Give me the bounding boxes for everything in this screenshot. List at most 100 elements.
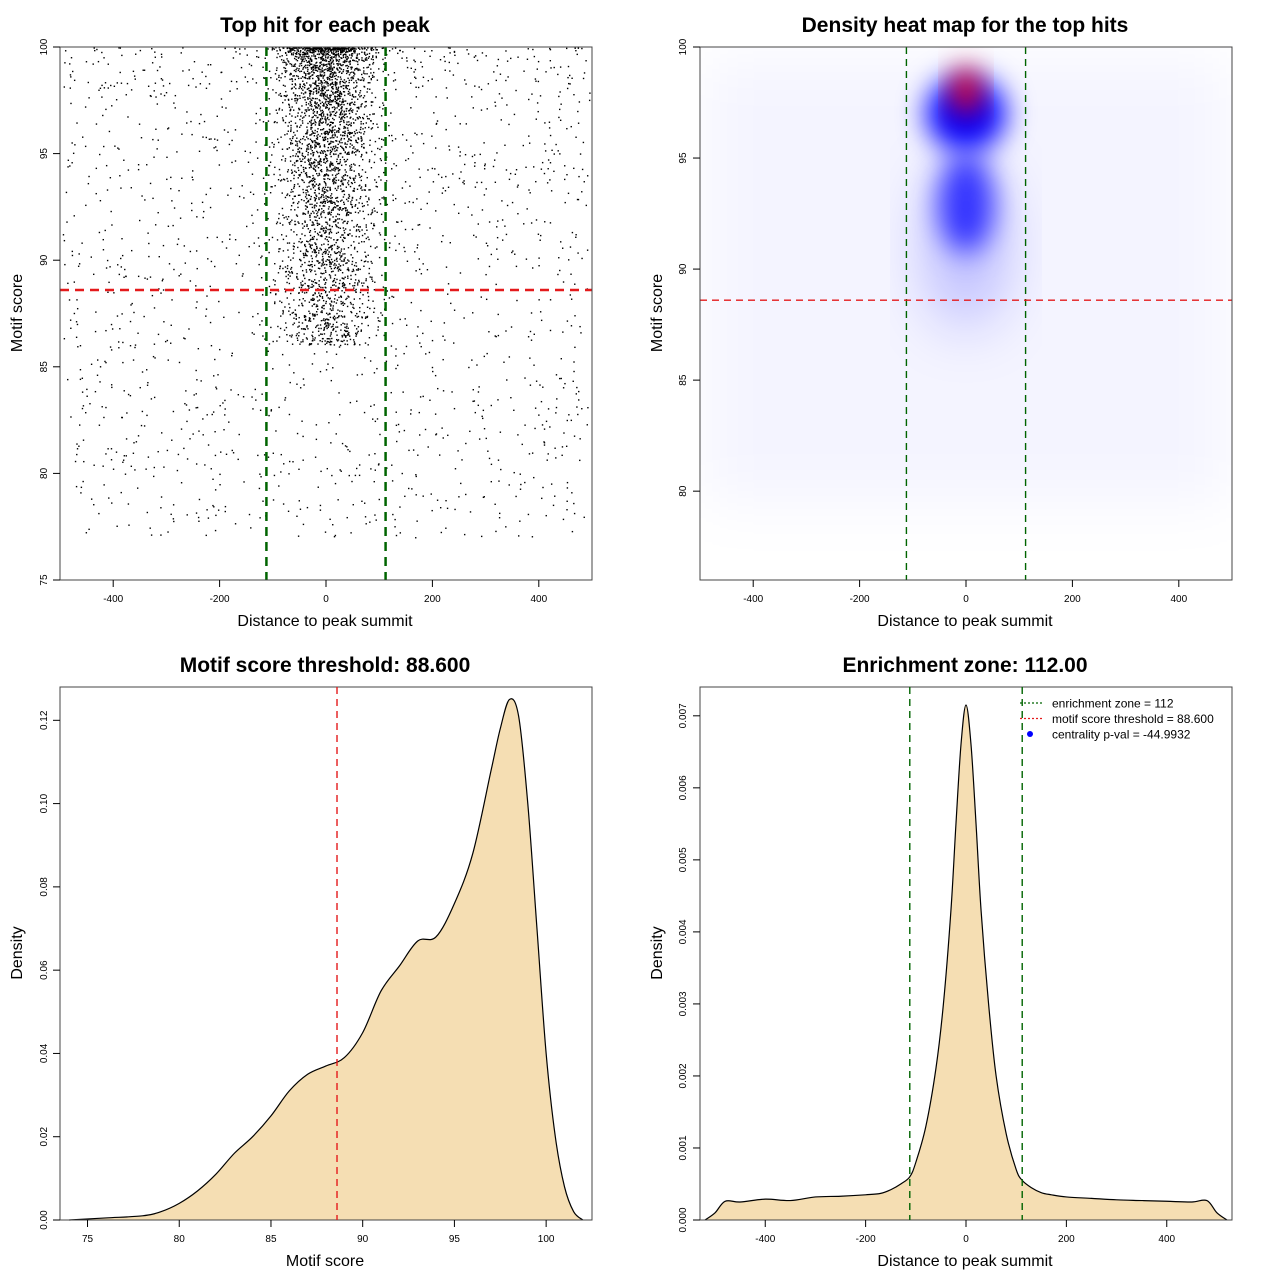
scatter-point — [174, 94, 177, 97]
scatter-point — [276, 340, 278, 342]
scatter-point — [244, 150, 246, 152]
scatter-point — [323, 272, 325, 275]
scatter-point — [415, 96, 418, 98]
scatter-point — [320, 235, 323, 237]
scatter-point — [357, 149, 359, 151]
scatter-point — [347, 132, 349, 134]
scatter-point — [313, 161, 315, 163]
scatter-point — [388, 134, 390, 137]
scatter-point — [326, 104, 329, 107]
scatter-point — [69, 63, 71, 65]
scatter-point — [313, 228, 316, 230]
scatter-point — [318, 121, 320, 123]
scatter-point — [464, 79, 466, 81]
scatter-point — [312, 294, 315, 296]
scatter-point — [82, 439, 85, 441]
scatter-point — [259, 517, 261, 519]
scatter-point — [483, 168, 486, 170]
scatter-point — [334, 203, 336, 205]
scatter-point — [294, 122, 297, 124]
scatter-point — [330, 231, 333, 234]
scatter-point — [312, 297, 314, 300]
scatter-point — [305, 291, 308, 294]
scatter-point — [574, 346, 576, 349]
scatter-point — [463, 180, 465, 182]
scatter-point — [366, 229, 368, 231]
scatter-point — [334, 274, 337, 276]
scatter-point — [331, 111, 334, 113]
scatter-point — [333, 344, 336, 346]
scatter-point — [300, 199, 303, 201]
scatter-point — [310, 195, 312, 198]
scatter-point — [123, 455, 126, 457]
scatter-point — [325, 189, 328, 191]
scatter-point — [195, 307, 197, 309]
scatter-point — [344, 445, 347, 447]
scatter-point — [325, 195, 327, 197]
scatter-point — [292, 135, 294, 138]
scatter-point — [293, 69, 296, 72]
scatter-point — [536, 68, 538, 70]
scatter-point — [290, 188, 293, 191]
scatter-point — [288, 413, 291, 416]
scatter-point — [300, 341, 302, 343]
scatter-point — [290, 292, 292, 295]
scatter-point — [318, 267, 321, 270]
scatter-point — [298, 126, 301, 128]
scatter-point — [566, 500, 568, 502]
scatter-point — [325, 59, 327, 61]
scatter-point — [324, 155, 327, 158]
scatter-point — [300, 92, 303, 94]
scatter-point — [334, 112, 337, 115]
scatter-point — [345, 327, 348, 329]
scatter-point — [298, 299, 301, 301]
scatter-point — [345, 80, 347, 83]
scatter-point — [395, 355, 397, 357]
scatter-point — [301, 60, 304, 62]
scatter-point — [350, 116, 352, 119]
scatter-point — [310, 99, 312, 101]
scatter-point — [316, 47, 319, 49]
scatter-point — [330, 258, 333, 261]
scatter-point — [581, 257, 583, 260]
scatter-point — [356, 332, 359, 334]
scatter-point — [350, 54, 353, 56]
scatter-point — [331, 162, 334, 165]
scatter-point — [341, 290, 343, 292]
scatter-point — [278, 213, 280, 215]
scatter-point — [471, 359, 473, 361]
scatter-point — [371, 76, 374, 79]
scatter-point — [322, 186, 325, 189]
scatter-point — [276, 50, 278, 52]
scatter-point — [286, 47, 289, 49]
scatter-point — [377, 329, 379, 331]
scatter-point — [244, 76, 247, 78]
x-axis-label: Motif score — [286, 1253, 364, 1270]
scatter-point — [307, 143, 310, 146]
scatter-point — [339, 161, 342, 163]
scatter-point — [364, 58, 367, 60]
scatter-point — [315, 48, 317, 51]
scatter-point — [530, 222, 533, 224]
scatter-point — [301, 117, 304, 119]
scatter-point — [318, 82, 320, 85]
scatter-point — [213, 375, 215, 377]
scatter-point — [170, 324, 172, 327]
scatter-point — [144, 199, 146, 201]
scatter-point — [404, 250, 406, 253]
scatter-point — [170, 342, 172, 344]
scatter-point — [565, 445, 568, 448]
scatter-point — [374, 96, 377, 99]
scatter-point — [302, 135, 305, 138]
scatter-point — [452, 173, 454, 175]
scatter-point — [346, 85, 348, 87]
scatter-point — [84, 145, 87, 148]
scatter-point — [284, 266, 287, 268]
scatter-point — [389, 242, 391, 244]
scatter-point — [321, 88, 324, 90]
scatter-point — [317, 308, 319, 310]
scatter-point — [338, 94, 341, 97]
scatter-point — [359, 268, 361, 271]
scatter-point — [340, 260, 343, 262]
